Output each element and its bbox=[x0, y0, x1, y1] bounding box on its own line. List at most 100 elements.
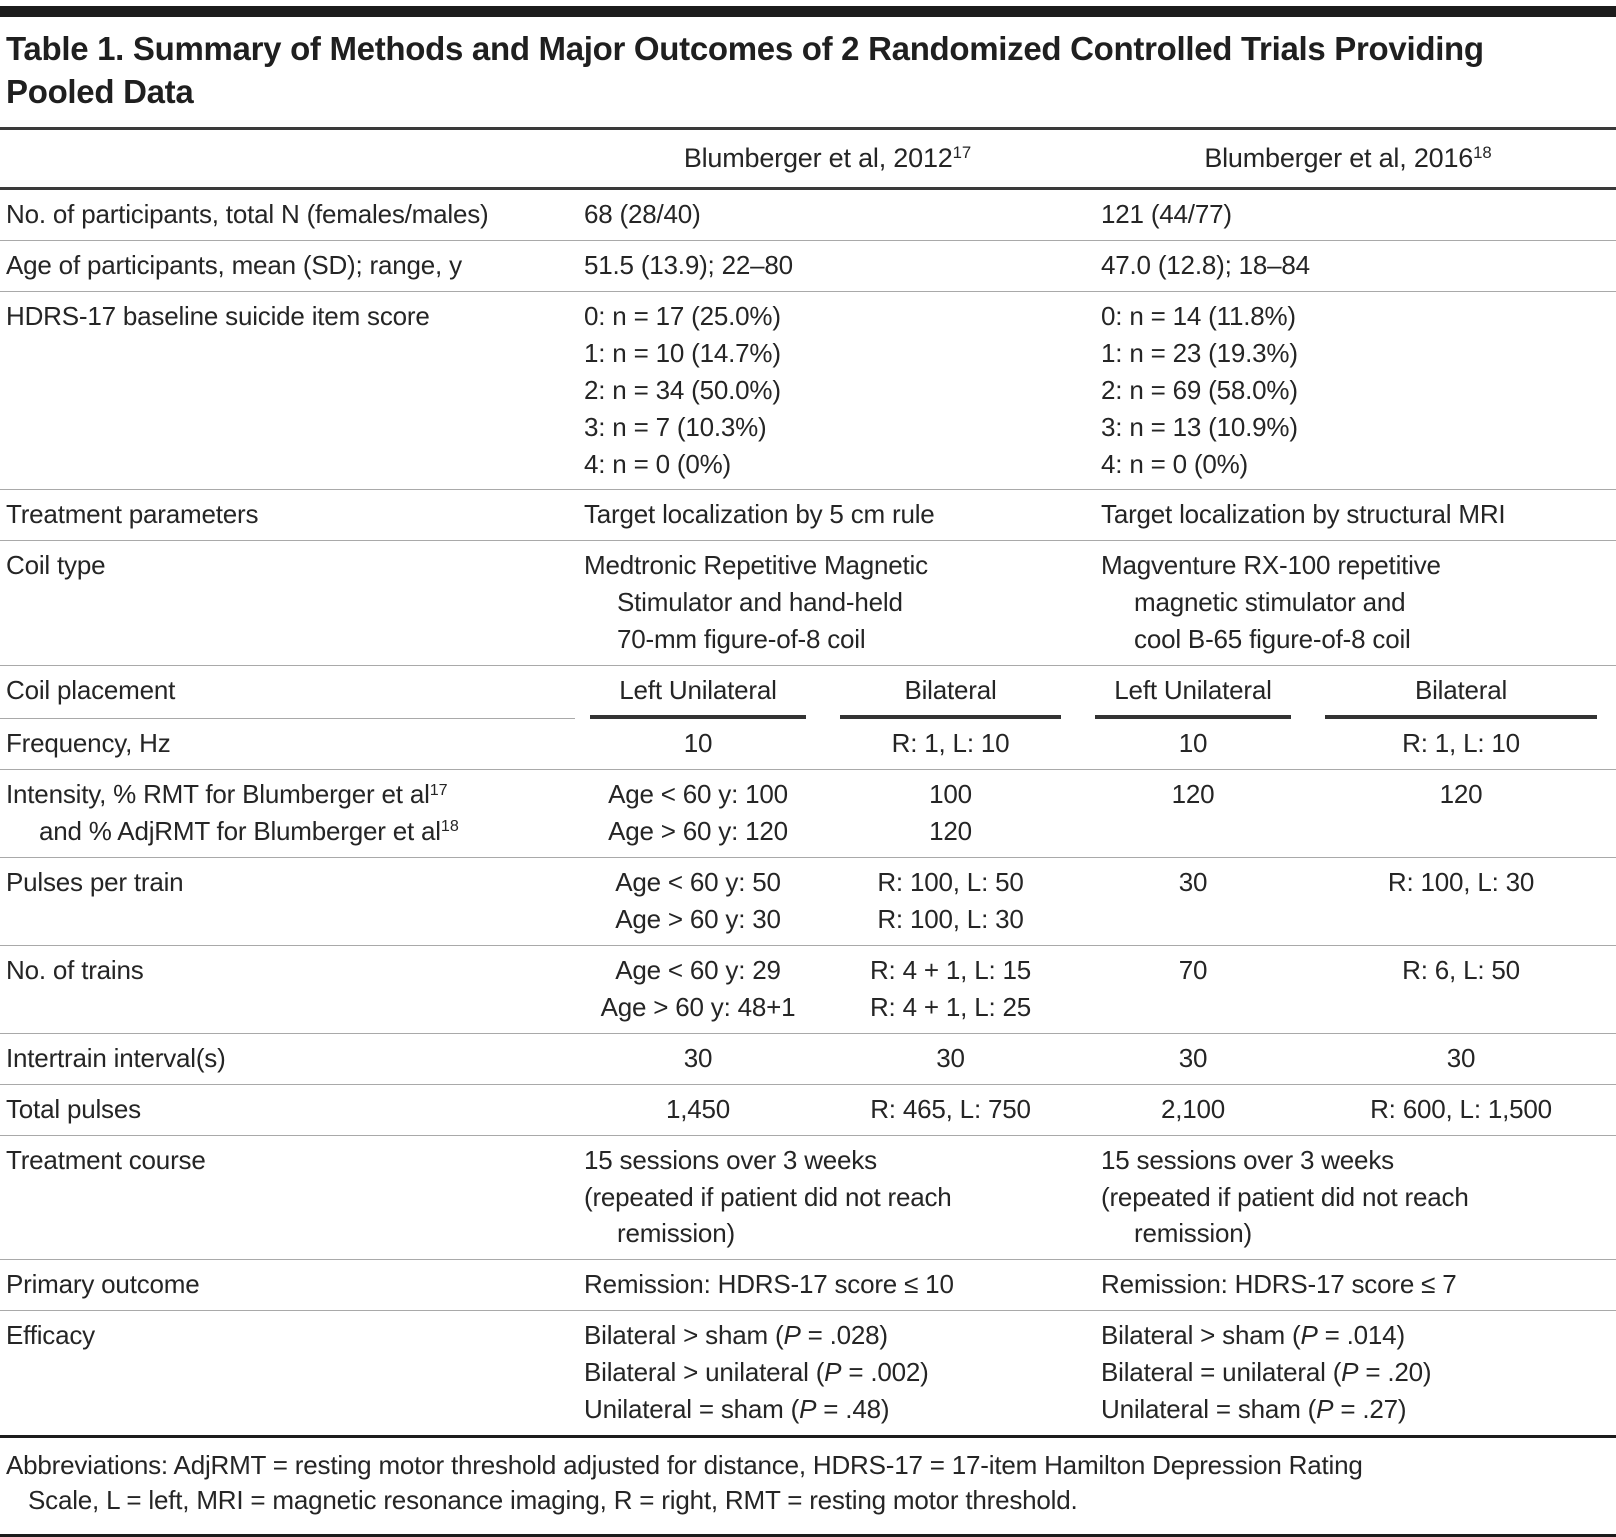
cell-line: 51.5 (13.9); 22–80 bbox=[584, 247, 1076, 284]
text-segment: Pulses per train bbox=[6, 867, 184, 898]
text-segment: Unilateral = sham ( bbox=[1101, 1394, 1317, 1425]
superscript: 17 bbox=[429, 780, 448, 799]
cell-line: Remission: HDRS-17 score ≤ 7 bbox=[1101, 1266, 1612, 1303]
data-cell: Age < 60 y: 100 Age > 60 y: 120 bbox=[575, 769, 825, 858]
italic-text: P bbox=[783, 1320, 801, 1351]
cell-line: R: 1, L: 10 bbox=[825, 725, 1076, 762]
text-segment: 10 bbox=[1178, 727, 1208, 758]
text-segment: R: 100, L: 30 bbox=[1387, 867, 1535, 898]
cell-line: Age > 60 y: 30 bbox=[575, 901, 821, 938]
cell-line: 70-mm figure-of-8 coil bbox=[584, 621, 1076, 658]
text-segment: No. of trains bbox=[6, 955, 144, 986]
row-label: Efficacy bbox=[0, 1310, 575, 1435]
text-segment: = .20) bbox=[1358, 1357, 1432, 1388]
column-group-header-2012: Blumberger et al, 201217 bbox=[575, 129, 1081, 191]
text-segment: magnetic stimulator and bbox=[1134, 587, 1406, 618]
cell-line: Age of participants, mean (SD); range, y bbox=[6, 247, 571, 284]
data-cell: 47.0 (12.8); 18–84 bbox=[1080, 240, 1616, 292]
text-segment: = .48) bbox=[816, 1394, 890, 1425]
cell-line: Coil placement bbox=[6, 672, 571, 709]
italic-text: P bbox=[1316, 1394, 1334, 1425]
text-segment: Intertrain interval(s) bbox=[6, 1042, 226, 1073]
cell-line: magnetic stimulator and bbox=[1101, 584, 1612, 621]
text-segment: 2: n = 69 (58.0%) bbox=[1101, 374, 1298, 405]
table-row: Coil type Medtronic Repetitive Magnetic St… bbox=[0, 540, 1616, 666]
cell-line: Remission: HDRS-17 score ≤ 10 bbox=[584, 1266, 1076, 1303]
data-cell: 68 (28/40) bbox=[575, 189, 1080, 241]
column-group-superscript: 18 bbox=[1473, 142, 1492, 162]
table-row: Age of participants, mean (SD); range, y… bbox=[0, 240, 1616, 292]
cell-line: R: 4 + 1, L: 25 bbox=[825, 989, 1076, 1026]
table-row: Coil placement Left Unilateral Bilateral Le… bbox=[0, 665, 1616, 719]
text-segment: Efficacy bbox=[6, 1320, 95, 1351]
superscript: 18 bbox=[440, 817, 459, 836]
text-segment: R: 100, L: 30 bbox=[877, 904, 1024, 935]
column-group-superscript: 17 bbox=[952, 142, 972, 162]
table-row: Treatment course 15 sessions over 3 weeks… bbox=[0, 1134, 1616, 1260]
cell-line: 1,450 bbox=[575, 1091, 821, 1128]
data-cell: Target localization by structural MRI bbox=[1080, 489, 1616, 541]
text-segment: R: 6, L: 50 bbox=[1402, 955, 1520, 986]
text-segment: Age < 60 y: 29 bbox=[615, 955, 781, 986]
text-segment: 2,100 bbox=[1160, 1093, 1226, 1124]
cell-line: and % AdjRMT for Blumberger et al18 bbox=[6, 813, 571, 850]
cell-line: Target localization by structural MRI bbox=[1101, 496, 1612, 533]
data-cell: 30 bbox=[1080, 1032, 1311, 1085]
data-cell: 30 bbox=[1310, 1032, 1616, 1085]
cell-line: 30 bbox=[575, 1040, 821, 1077]
cell-line: 1: n = 10 (14.7%) bbox=[584, 335, 1076, 372]
text-segment: (repeated if patient did not reach bbox=[1101, 1181, 1469, 1212]
cell-line: 70 bbox=[1080, 952, 1306, 989]
data-cell: R: 100, L: 30 bbox=[1310, 857, 1616, 946]
cell-line: Bilateral > sham (P = .028) bbox=[584, 1317, 1076, 1354]
data-cell: R: 4 + 1, L: 15 R: 4 + 1, L: 25 bbox=[825, 945, 1081, 1034]
table-row: Total pulses 1,450 R: 465, L: 750 2,100 R: 6… bbox=[0, 1083, 1616, 1136]
footnote-line: Scale, L = left, MRI = magnetic resonanc… bbox=[28, 1485, 1078, 1516]
cell-line: Age > 60 y: 120 bbox=[575, 813, 821, 850]
data-cell: 10 bbox=[575, 719, 825, 770]
cell-line: Medtronic Repetitive Magnetic bbox=[584, 547, 1076, 584]
table-row: Treatment parameters Target localization … bbox=[0, 489, 1616, 541]
cell-line: Intensity, % RMT for Blumberger et al17 bbox=[6, 776, 571, 813]
cell-line: Stimulator and hand-held bbox=[584, 584, 1076, 621]
paper-table-page: Table 1. Summary of Methods and Major Ou… bbox=[0, 6, 1616, 1537]
cell-line: 2: n = 34 (50.0%) bbox=[584, 372, 1076, 409]
text-segment: Age > 60 y: 30 bbox=[615, 904, 781, 935]
cell-line: 30 bbox=[1080, 1040, 1306, 1077]
text-segment: 68 (28/40) bbox=[584, 199, 701, 230]
text-segment: Intensity, % RMT for Blumberger et al bbox=[6, 779, 430, 810]
italic-text: P bbox=[799, 1394, 817, 1425]
text-segment: Coil type bbox=[6, 550, 106, 581]
subcolumn-header: Left Unilateral bbox=[1095, 672, 1292, 719]
cell-line: 3: n = 7 (10.3%) bbox=[584, 409, 1076, 446]
text-segment: 30 bbox=[936, 1042, 965, 1073]
text-segment: Target localization by structural MRI bbox=[1101, 499, 1506, 530]
table-header: Blumberger et al, 201217 Blumberger et a… bbox=[0, 129, 1616, 191]
text-segment: 0: n = 17 (25.0%) bbox=[584, 300, 781, 331]
row-label: No. of trains bbox=[0, 945, 575, 1034]
cell-line: 121 (44/77) bbox=[1101, 196, 1612, 233]
cell-line: Bilateral > sham (P = .014) bbox=[1101, 1317, 1612, 1354]
cell-line: Age < 60 y: 29 bbox=[575, 952, 821, 989]
text-segment: 30 bbox=[1446, 1042, 1476, 1073]
data-cell: 0: n = 14 (11.8%) 1: n = 23 (19.3%) 2: n =… bbox=[1080, 290, 1616, 490]
column-group-label: Blumberger et al, 2012 bbox=[683, 142, 953, 173]
subcolumn-header: Left Unilateral bbox=[590, 672, 806, 719]
data-cell: R: 6, L: 50 bbox=[1310, 945, 1616, 1034]
table-row: Frequency, Hz 10 R: 1, L: 10 10 R: 1, L: 10 bbox=[0, 718, 1616, 770]
data-cell: 30 bbox=[825, 1032, 1081, 1085]
data-cell: 120 bbox=[1310, 769, 1616, 858]
cell-line: Magventure RX-100 repetitive bbox=[1101, 547, 1612, 584]
text-segment: Treatment parameters bbox=[6, 499, 259, 530]
text-segment: Total pulses bbox=[6, 1093, 141, 1124]
subcolumn-header-cell: Bilateral bbox=[825, 665, 1081, 719]
italic-text: P bbox=[1341, 1357, 1359, 1388]
data-cell: 121 (44/77) bbox=[1080, 189, 1616, 241]
text-segment: (repeated if patient did not reach bbox=[584, 1181, 952, 1212]
text-segment: 70-mm figure-of-8 coil bbox=[617, 624, 866, 655]
data-cell: Bilateral > sham (P = .028) Bilateral > u… bbox=[575, 1310, 1081, 1435]
table-title-line2: Pooled Data bbox=[6, 72, 194, 110]
column-group-label: Blumberger et al, 2016 bbox=[1204, 142, 1474, 173]
italic-text: P bbox=[824, 1357, 842, 1388]
cell-line: 120 bbox=[825, 813, 1076, 850]
